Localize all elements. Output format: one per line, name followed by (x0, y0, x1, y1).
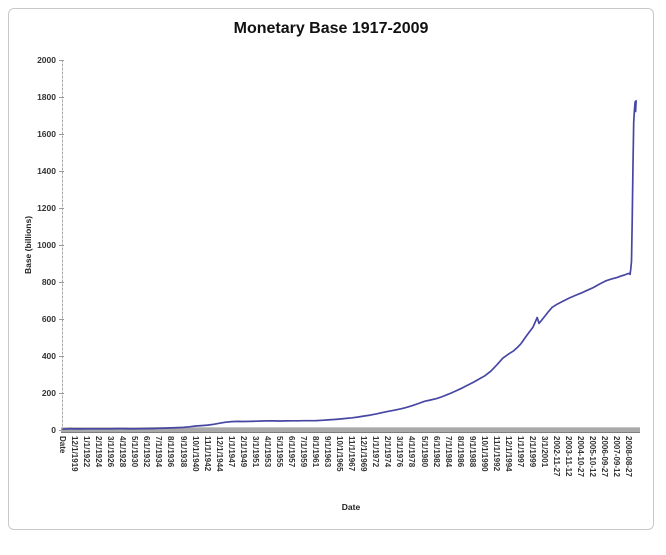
y-tick-label: 200 (41, 388, 56, 398)
x-tick-label: 3/1/2001 (540, 436, 549, 468)
x-tick-label: 10/1/1990 (479, 436, 489, 472)
x-tick-label: 1/1/1997 (515, 436, 525, 468)
y-tick-mark (59, 282, 64, 283)
x-tick-label: 2007-09-12 (612, 436, 622, 477)
x-tick-label: 8/1/1936 (166, 436, 176, 468)
chart-frame (8, 8, 654, 530)
y-tick-mark (59, 97, 64, 98)
x-tick-label: 10/1/1965 (335, 436, 345, 472)
x-tick-label: 10/1/1940 (190, 436, 200, 472)
x-tick-label: 4/1/1953 (262, 436, 272, 468)
x-tick-label: 11/1/1967 (347, 436, 357, 472)
x-tick-label: 11/1/1942 (202, 436, 212, 472)
x-tick-label: 6/1/1957 (286, 436, 296, 468)
x-tick-label: 2008-08-27 (624, 436, 634, 477)
x-tick-label: 3/1/1926 (106, 436, 116, 468)
y-tick-mark (59, 60, 64, 61)
y-tick-label: 1800 (37, 92, 56, 102)
x-tick-label: 9/1/1938 (178, 436, 188, 468)
x-tick-label: 7/1/1959 (299, 436, 308, 468)
x-tick-label: 2/1/1974 (383, 436, 393, 468)
x-tick-label: 2002-11-27 (552, 436, 562, 477)
x-tick-label: 12/1/1994 (503, 436, 513, 472)
x-axis-title: Date (341, 502, 361, 512)
x-tick-label: 11/1/1992 (491, 436, 501, 472)
monetary-base-line-plot (62, 99, 637, 431)
y-tick-label: 1200 (37, 203, 56, 213)
y-tick-label: 600 (41, 314, 56, 324)
x-tick-label: 3/1/1976 (395, 436, 405, 468)
y-tick-mark (59, 134, 64, 135)
y-tick-mark (59, 319, 64, 320)
x-tick-label: 2004-10-27 (576, 436, 586, 477)
y-tick-label: 1400 (37, 166, 56, 176)
x-tick-label: 4/1/1928 (118, 436, 128, 468)
y-tick-label: 0 (51, 425, 56, 435)
y-tick-mark (59, 245, 64, 246)
x-tick-label: 1/1/1922 (82, 436, 92, 468)
x-tick-label: 5/1/1955 (274, 436, 284, 468)
x-tick-label: 9/1/1963 (323, 436, 333, 468)
x-tick-label: Date (58, 436, 67, 454)
x-tick-label: 7/1/1984 (443, 436, 453, 468)
x-tick-label: 1/1/1972 (371, 436, 381, 468)
x-tick-label: 8/1/1986 (455, 436, 465, 468)
y-tick-label: 400 (41, 351, 56, 361)
x-tick-label: 2003-11-12 (564, 436, 574, 477)
y-tick-mark (59, 356, 64, 357)
x-tick-label: 3/1/1951 (250, 436, 260, 468)
x-tick-label: 6/1/1982 (431, 436, 441, 468)
x-tick-label: 5/1/1980 (419, 436, 429, 468)
x-tick-label: 1/1/1947 (226, 436, 236, 468)
x-tick-label: 2/1/1999 (527, 436, 537, 468)
x-tick-label: 5/1/1930 (130, 436, 140, 468)
monetary-base-series-line (62, 99, 637, 431)
y-tick-label: 1600 (37, 129, 56, 139)
y-tick-label: 2000 (37, 55, 56, 65)
chart-title: Monetary Base 1917-2009 (233, 20, 429, 37)
x-tick-label: 12/1/1919 (70, 436, 80, 472)
y-tick-mark (59, 393, 64, 394)
x-tick-label: 7/1/1934 (154, 436, 164, 468)
x-tick-label: 2/1/1924 (94, 436, 104, 468)
y-tick-label: 1000 (37, 240, 56, 250)
x-tick-label: 6/1/1932 (142, 436, 152, 468)
x-tick-label: 2/1/1949 (238, 436, 248, 468)
x-tick-label: 8/1/1961 (311, 436, 321, 468)
y-tick-label: 800 (41, 277, 56, 287)
x-tick-label: 9/1/1988 (467, 436, 477, 468)
x-tick-label: 12/1/1944 (214, 436, 224, 472)
y-tick-mark (59, 171, 64, 172)
x-axis-line (61, 427, 640, 433)
x-tick-label: 2006-09-27 (600, 436, 610, 477)
y-tick-mark (59, 208, 64, 209)
x-tick-label: 4/1/1978 (407, 436, 417, 468)
x-tick-label: 2005-10-12 (588, 436, 598, 477)
x-tick-label: 12/1/1969 (359, 436, 369, 472)
